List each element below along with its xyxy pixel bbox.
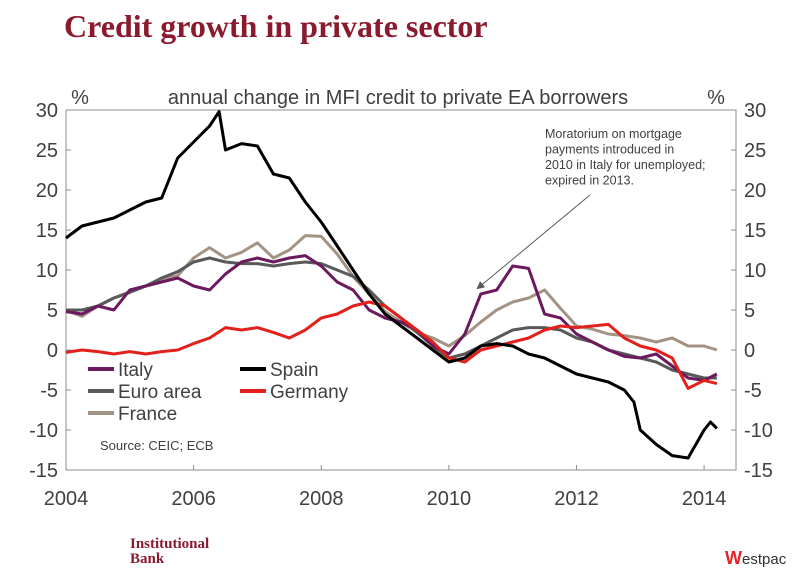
- x-tick-label: 2006: [171, 488, 216, 510]
- westpac-w-mark: W: [725, 548, 742, 568]
- y-tick-label-left: -5: [40, 380, 58, 402]
- y-tick-label-left: 15: [36, 220, 58, 242]
- y-tick-label-left: 25: [36, 140, 58, 162]
- westpac-logo: Westpac: [725, 548, 786, 569]
- y-tick-label-right: -10: [744, 420, 773, 442]
- y-tick-label-left: 30: [36, 100, 58, 122]
- y-tick-label-left: 0: [47, 340, 58, 362]
- plot-frame: [65, 109, 737, 471]
- y-axis-unit-right: %: [707, 87, 725, 109]
- annotation-line: 2010 in Italy for unemployed;: [545, 158, 706, 172]
- y-tick-label-left: 5: [47, 300, 58, 322]
- y-tick-label-right: 20: [744, 180, 766, 202]
- y-axis-unit-left: %: [71, 87, 89, 109]
- text-layer: 30 30 25 25 20 20 15 15 10 10 5 5 0 0 -5 -5 -10 -10 -15 -15…: [29, 87, 773, 510]
- legend-label: Germany: [270, 382, 349, 403]
- legend-label: France: [118, 404, 177, 425]
- source-note: Source: CEIC; ECB: [100, 438, 213, 453]
- y-tick-label-left: 20: [36, 180, 58, 202]
- annotation-arrow: [476, 194, 591, 290]
- x-tick-label: 2014: [682, 488, 727, 510]
- y-tick-label-right: 10: [744, 260, 766, 282]
- institutional-bank-logo: Institutional Bank: [130, 537, 209, 567]
- westpac-text: estpac: [742, 551, 787, 568]
- y-tick-label-right: -15: [744, 460, 773, 482]
- chart-title: annual change in MFI credit to private E…: [168, 87, 628, 109]
- x-tick-label: 2010: [427, 488, 472, 510]
- y-tick-label-right: 25: [744, 140, 766, 162]
- y-tick-label-right: 30: [744, 100, 766, 122]
- series-line-germany: [65, 300, 718, 390]
- logo-line-1: Institutional: [130, 536, 210, 552]
- y-tick-label-right: 0: [744, 340, 755, 362]
- x-tick-label: 2012: [554, 488, 599, 510]
- series-line-france: [65, 234, 718, 352]
- annotation-line: expired in 2013.: [545, 174, 634, 188]
- plot-border: [65, 109, 737, 471]
- y-tick-label-left: -15: [29, 460, 58, 482]
- logo-line-2: Bank: [130, 551, 165, 567]
- page-title: Credit growth in private sector: [64, 8, 488, 44]
- x-tick-label: 2004: [44, 488, 89, 510]
- annotation-line: Moratorium on mortgage: [545, 127, 682, 141]
- series-layer: [65, 110, 718, 460]
- y-tick-label-right: 15: [744, 220, 766, 242]
- y-tick-label-right: 5: [744, 300, 755, 322]
- series-line-spain: [65, 110, 718, 460]
- y-tick-label-right: -5: [744, 380, 762, 402]
- legend-label: Euro area: [118, 382, 202, 403]
- legend-label: Italy: [118, 360, 153, 381]
- x-tick-label: 2008: [299, 488, 344, 510]
- annotation-line: payments introduced in: [545, 143, 674, 157]
- y-tick-label-left: -10: [29, 420, 58, 442]
- legend-label: Spain: [270, 360, 319, 381]
- y-tick-label-left: 10: [36, 260, 58, 282]
